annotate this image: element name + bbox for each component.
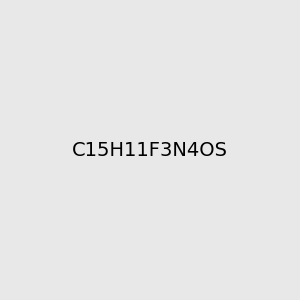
Text: C15H11F3N4OS: C15H11F3N4OS — [72, 140, 228, 160]
